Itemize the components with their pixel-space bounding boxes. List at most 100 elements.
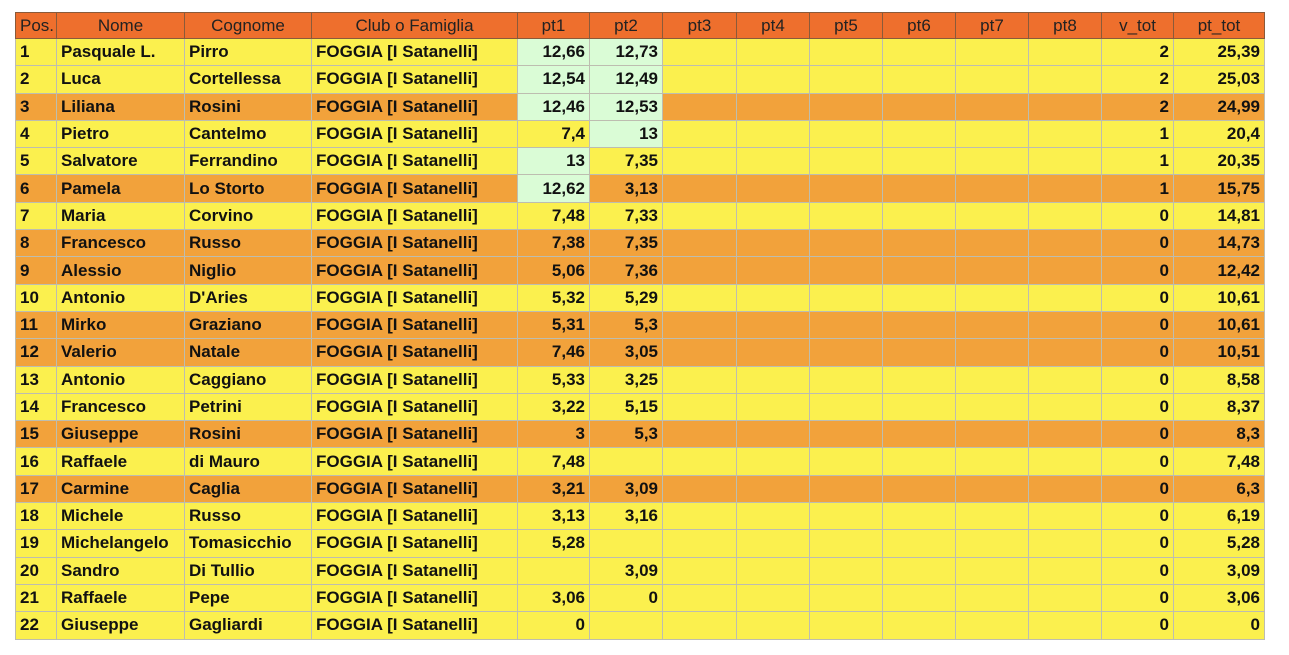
table-cell: [955, 92, 1029, 121]
table-row: 11 Mirko Graziano FOGGIA [I Satanelli] 5,31 5…: [15, 310, 1265, 340]
table-cell: 7,36: [589, 256, 663, 285]
table-cell: [882, 474, 956, 504]
table-cell: 5: [15, 147, 57, 176]
table-cell: 14,73: [1173, 229, 1265, 258]
column-header: v_tot: [1101, 12, 1174, 39]
table-cell: 6: [15, 174, 57, 203]
table-cell: [736, 502, 810, 531]
table-cell: FOGGIA [I Satanelli]: [311, 283, 518, 312]
table-row: 5 Salvatore Ferrandino FOGGIA [I Satanelli]…: [15, 147, 1265, 176]
table-cell: 1: [1101, 119, 1174, 149]
table-cell: [662, 583, 737, 613]
table-row: 18 Michele Russo FOGGIA [I Satanelli] 3,13 3,…: [15, 502, 1265, 531]
table-cell: 3: [517, 420, 590, 449]
table-cell: [1028, 611, 1102, 640]
table-cell: [1028, 147, 1102, 176]
table-cell: [809, 147, 883, 176]
table-cell: [736, 37, 810, 67]
table-cell: [955, 502, 1029, 531]
table-cell: Pirro: [184, 37, 312, 67]
table-cell: 5,32: [517, 283, 590, 312]
table-cell: D'Aries: [184, 283, 312, 312]
table-cell: Di Tullio: [184, 556, 312, 585]
table-cell: 20,35: [1173, 147, 1265, 176]
table-cell: Liliana: [56, 92, 185, 121]
standings-table-wrap: Pos. Nome Cognome Club o Famiglia pt1 pt2 pt3 p…: [15, 12, 1265, 640]
table-cell: FOGGIA [I Satanelli]: [311, 310, 518, 340]
table-cell: 0: [1101, 474, 1174, 504]
table-cell: [1028, 310, 1102, 340]
table-cell: [809, 92, 883, 121]
table-cell: Antonio: [56, 365, 185, 394]
table-cell: [955, 283, 1029, 312]
table-cell: 7,48: [1173, 447, 1265, 476]
table-cell: 3,22: [517, 392, 590, 422]
table-cell: 3,05: [589, 338, 663, 367]
table-cell: [662, 447, 737, 476]
table-cell: Mirko: [56, 310, 185, 340]
table-cell: Rosini: [184, 420, 312, 449]
table-cell: Michele: [56, 502, 185, 531]
table-cell: 20,4: [1173, 119, 1265, 149]
table-cell: 0: [1173, 611, 1265, 640]
table-cell: 5,3: [589, 420, 663, 449]
table-cell: [882, 583, 956, 613]
table-cell: 5,31: [517, 310, 590, 340]
table-cell: [882, 65, 956, 94]
table-cell: [662, 420, 737, 449]
table-cell: [955, 529, 1029, 558]
table-cell: [1028, 365, 1102, 394]
table-cell: 12,62: [517, 174, 590, 203]
table-cell: [736, 420, 810, 449]
table-cell: [662, 556, 737, 585]
table-cell: [955, 229, 1029, 258]
table-cell: [809, 256, 883, 285]
table-cell: [882, 174, 956, 203]
table-cell: [662, 338, 737, 367]
table-cell: [809, 611, 883, 640]
table-cell: [882, 37, 956, 67]
column-header: Cognome: [184, 12, 312, 39]
table-cell: [736, 229, 810, 258]
table-cell: [662, 392, 737, 422]
column-header: Club o Famiglia: [311, 12, 518, 39]
table-cell: [809, 174, 883, 203]
table-cell: Natale: [184, 338, 312, 367]
table-cell: [736, 119, 810, 149]
table-row: 15 Giuseppe Rosini FOGGIA [I Satanelli] 3 5,3…: [15, 420, 1265, 449]
table-cell: [955, 201, 1029, 231]
table-row: 21 Raffaele Pepe FOGGIA [I Satanelli] 3,06 0 0…: [15, 583, 1265, 613]
table-cell: 3,06: [1173, 583, 1265, 613]
table-cell: 7,48: [517, 447, 590, 476]
table-row: 6 Pamela Lo Storto FOGGIA [I Satanelli] 12,6…: [15, 174, 1265, 203]
table-cell: Raffaele: [56, 583, 185, 613]
table-cell: Giuseppe: [56, 611, 185, 640]
table-cell: 0: [1101, 201, 1174, 231]
table-cell: Michelangelo: [56, 529, 185, 558]
table-cell: 0: [1101, 392, 1174, 422]
table-cell: [589, 447, 663, 476]
table-cell: Caglia: [184, 474, 312, 504]
table-cell: [882, 611, 956, 640]
table-cell: 14: [15, 392, 57, 422]
table-cell: 12,46: [517, 92, 590, 121]
table-cell: [809, 420, 883, 449]
table-cell: [809, 119, 883, 149]
table-cell: [955, 420, 1029, 449]
table-cell: [955, 37, 1029, 67]
table-cell: FOGGIA [I Satanelli]: [311, 338, 518, 367]
table-cell: 12,53: [589, 92, 663, 121]
table-cell: Giuseppe: [56, 420, 185, 449]
table-cell: Rosini: [184, 92, 312, 121]
table-cell: [882, 310, 956, 340]
table-row: 17 Carmine Caglia FOGGIA [I Satanelli] 3,21 3…: [15, 474, 1265, 504]
table-cell: [662, 283, 737, 312]
table-cell: 13: [15, 365, 57, 394]
table-row: 3 Liliana Rosini FOGGIA [I Satanelli] 12,46 1…: [15, 92, 1265, 121]
table-cell: 5,06: [517, 256, 590, 285]
table-cell: [662, 529, 737, 558]
table-cell: FOGGIA [I Satanelli]: [311, 502, 518, 531]
table-cell: [662, 256, 737, 285]
table-cell: [955, 174, 1029, 203]
table-cell: [736, 201, 810, 231]
